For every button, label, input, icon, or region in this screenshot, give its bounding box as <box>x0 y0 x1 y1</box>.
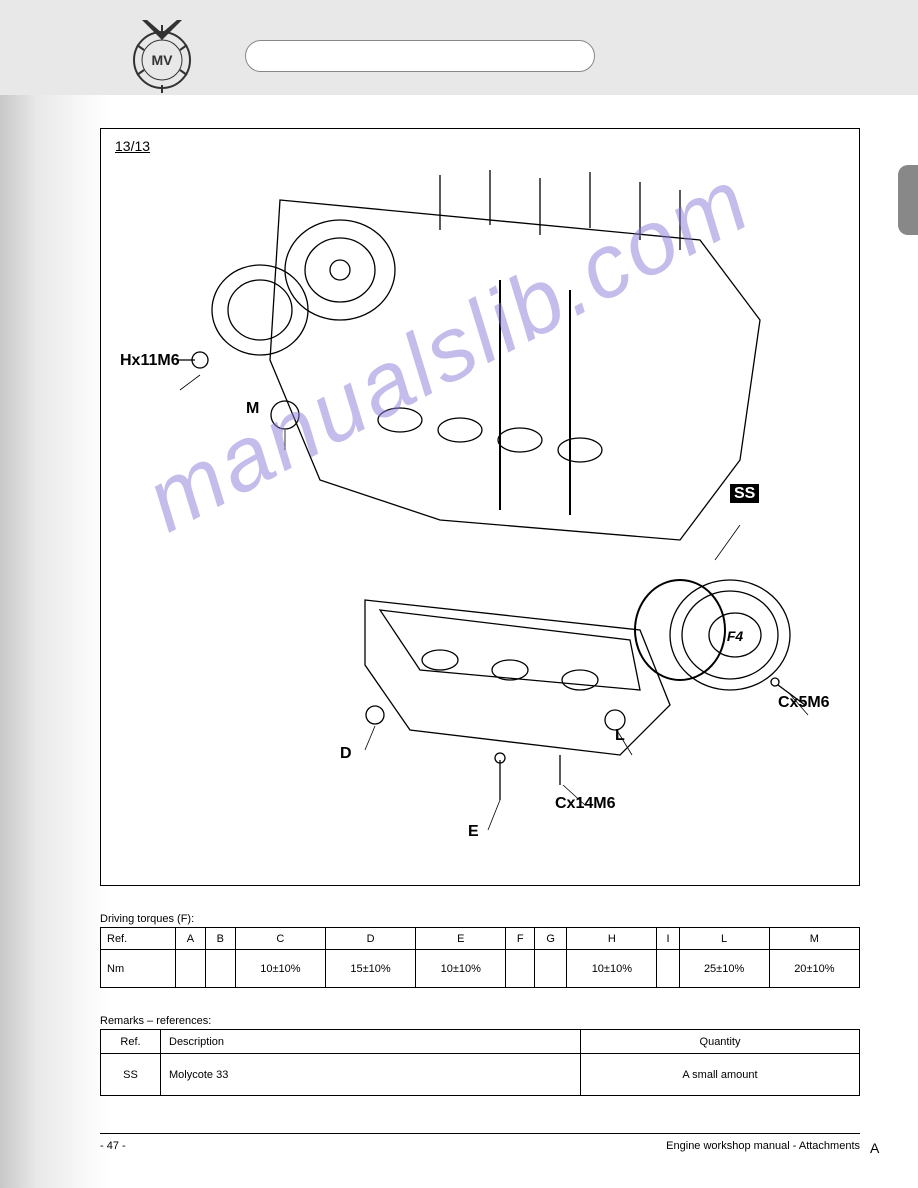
callout-ss: SS <box>730 485 759 503</box>
side-tab <box>898 165 918 235</box>
cell: Nm <box>101 950 176 988</box>
table-row: Nm 10±10% 15±10% 10±10% 10±10% 25±10% 20… <box>101 950 860 988</box>
header-pill <box>245 40 595 72</box>
cell <box>176 950 206 988</box>
cell: Molycote 33 <box>161 1054 581 1096</box>
svg-text:F4: F4 <box>727 628 744 644</box>
cell: A <box>176 928 206 950</box>
table-row: Ref. Description Quantity <box>101 1030 860 1054</box>
mv-agusta-logo: MV <box>122 15 202 95</box>
cell: E <box>416 928 506 950</box>
cell: L <box>679 928 769 950</box>
cell: C <box>235 928 325 950</box>
torque-table-header: Driving torques (F): <box>100 913 860 925</box>
cell: Description <box>161 1030 581 1054</box>
cell <box>535 950 567 988</box>
callout-hx11m6: Hx11M6 <box>120 352 180 370</box>
remarks-table: Ref. Description Quantity SS Molycote 33… <box>100 1029 860 1096</box>
callout-d: D <box>340 745 352 763</box>
cell: G <box>535 928 567 950</box>
table-row: SS Molycote 33 A small amount <box>101 1054 860 1096</box>
callout-cx14m6: Cx14M6 <box>555 795 615 813</box>
callout-cx5m6: Cx5M6 <box>778 694 830 712</box>
cell: 20±10% <box>769 950 859 988</box>
cell <box>205 950 235 988</box>
ss-badge: SS <box>730 484 759 503</box>
cell: Quantity <box>581 1030 860 1054</box>
cell: A small amount <box>581 1054 860 1096</box>
svg-text:MV: MV <box>152 52 174 68</box>
cell: I <box>657 928 679 950</box>
cell: D <box>325 928 415 950</box>
cell: H <box>567 928 657 950</box>
remarks-table-header: Remarks – references: <box>100 1015 860 1027</box>
cell: 15±10% <box>325 950 415 988</box>
cell: 10±10% <box>235 950 325 988</box>
callout-l: L <box>615 727 625 745</box>
table-row: Ref. A B C D E F G H I L M <box>101 928 860 950</box>
cell: M <box>769 928 859 950</box>
cell <box>506 950 535 988</box>
torque-table-section: Driving torques (F): Ref. A B C D E F G … <box>100 913 860 988</box>
cell <box>657 950 679 988</box>
cell: Ref. <box>101 1030 161 1054</box>
cell: Ref. <box>101 928 176 950</box>
footer-manual-title: Engine workshop manual - Attachments <box>666 1140 860 1152</box>
callout-m: M <box>246 400 259 418</box>
section-number: 13/13 <box>115 138 150 154</box>
engine-exploded-diagram: F4 <box>140 160 820 850</box>
remarks-table-section: Remarks – references: Ref. Description Q… <box>100 1015 860 1096</box>
torque-table: Ref. A B C D E F G H I L M Nm 10±10% 15±… <box>100 927 860 988</box>
callout-e: E <box>468 823 479 841</box>
cell: SS <box>101 1054 161 1096</box>
cell: 25±10% <box>679 950 769 988</box>
footer-section-letter: A <box>870 1140 879 1156</box>
cell: B <box>205 928 235 950</box>
cell: 10±10% <box>416 950 506 988</box>
footer-page-number: - 47 - <box>100 1140 126 1152</box>
footer-divider <box>100 1133 860 1134</box>
cell: 10±10% <box>567 950 657 988</box>
cell: F <box>506 928 535 950</box>
